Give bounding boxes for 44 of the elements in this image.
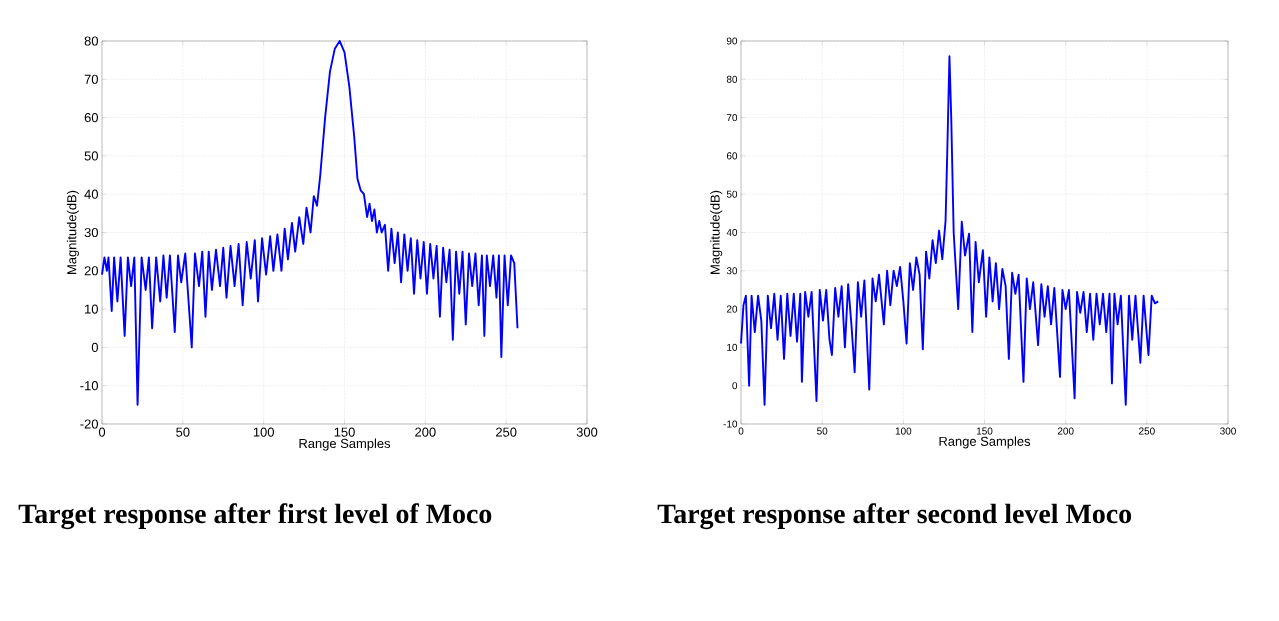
y-tick-label: 20 [84,266,98,276]
x-tick-label: 50 [817,427,828,435]
x-tick-label: 0 [98,427,106,437]
y-tick-label: 40 [84,189,98,199]
x-tick-label: 50 [176,427,190,437]
x-tick-label: 300 [576,427,598,437]
y-tick-label: -10 [723,420,738,428]
y-axis-title: Magnitude(dB) [66,190,79,274]
y-tick-label: 0 [732,382,738,390]
y-tick-label: 40 [726,228,738,237]
line-series [740,55,1160,406]
line-series [101,40,519,406]
y-tick-label: -10 [80,381,98,391]
y-tick-label: 30 [726,267,738,275]
x-tick-label: 100 [895,427,912,435]
y-tick-label: 70 [84,74,98,84]
x-tick-label: 200 [415,427,436,437]
y-tick-label: 60 [84,113,98,123]
x-axis-title: Range Samples [299,438,391,451]
x-tick-label: 250 [1139,427,1155,435]
y-tick-label: 0 [91,342,98,352]
y-tick-label: 90 [726,37,738,45]
x-tick-label: 0 [738,427,744,435]
y-tick-label: 30 [84,227,98,238]
y-tick-label: 50 [84,151,98,161]
y-tick-label: 60 [726,152,738,160]
y-tick-label: 20 [726,305,738,313]
y-axis-title: Magnitude(dB) [710,190,723,274]
y-tick-label: 10 [727,343,738,351]
x-tick-label: 250 [496,427,517,437]
y-tick-label: 70 [726,114,738,122]
x-tick-label: 100 [253,427,274,437]
y-tick-label: -20 [80,419,98,429]
text: Target response after second level Moco [657,503,1132,530]
y-tick-label: 80 [726,75,738,83]
text: Target response after first level of Moco [18,503,492,530]
x-axis-title: Range Samples [939,436,1031,449]
x-tick-label: 300 [1220,427,1236,435]
x-tick-label: 150 [976,427,993,435]
y-tick-label: 10 [85,304,98,314]
x-tick-label: 150 [334,427,355,437]
y-tick-label: 50 [726,190,738,198]
x-tick-label: 200 [1057,427,1074,435]
y-tick-label: 80 [84,36,98,46]
